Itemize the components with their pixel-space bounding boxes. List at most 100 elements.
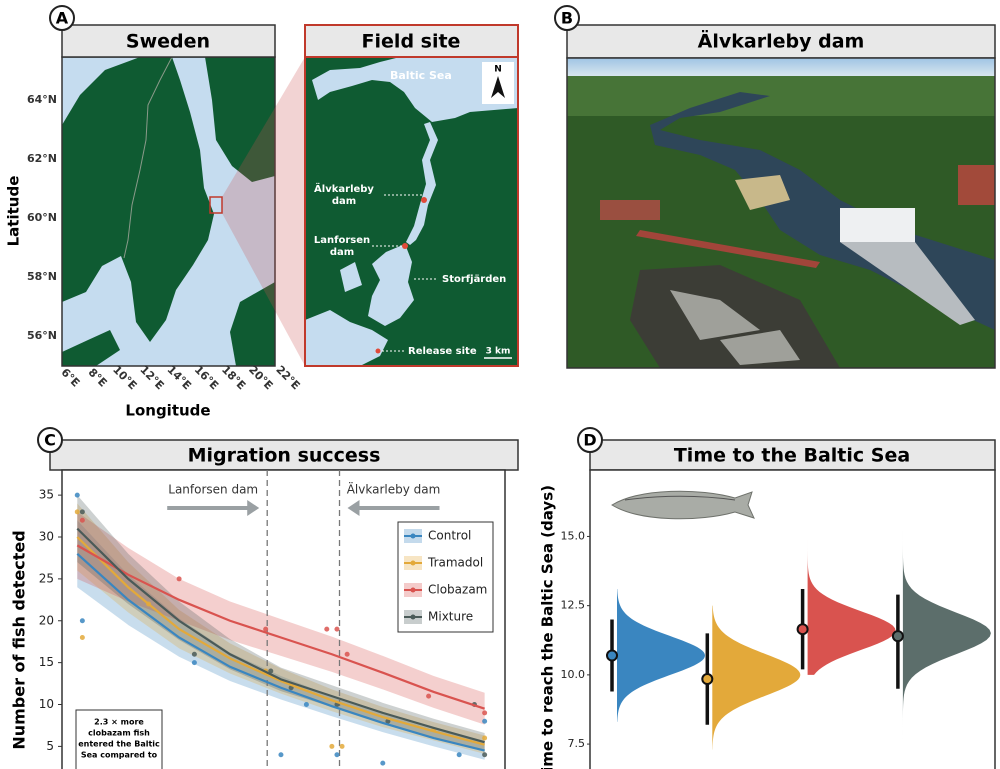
y-axis-label: Latitude bbox=[5, 176, 23, 247]
lat-tick-label: 64°N bbox=[27, 93, 57, 106]
data-point bbox=[191, 651, 197, 657]
sky bbox=[567, 58, 995, 76]
panel-title: Field site bbox=[362, 31, 461, 53]
y-tick-label: 10 bbox=[39, 697, 54, 711]
lon-tick-label: 6°E bbox=[58, 366, 82, 390]
panel-badge bbox=[577, 427, 603, 453]
sea-label: Baltic Sea bbox=[390, 69, 452, 82]
annotation: clobazam fish bbox=[88, 729, 150, 738]
lon-tick-label: 12°E bbox=[137, 363, 166, 392]
y-tick-label: 25 bbox=[39, 571, 54, 585]
panel-badge bbox=[37, 427, 63, 453]
lat-tick-label: 56°N bbox=[27, 329, 57, 342]
panel-label: D bbox=[583, 431, 596, 450]
legend-label: Control bbox=[428, 529, 471, 543]
data-point bbox=[303, 702, 309, 708]
arrow-head bbox=[347, 500, 360, 516]
lat-tick-label: 62°N bbox=[27, 152, 57, 165]
lon-tick-label: 20°E bbox=[246, 363, 275, 392]
fit-line bbox=[76, 544, 485, 710]
plot-area: 7.5 10.0 12.5 15.0 bbox=[561, 467, 991, 750]
panel-title: Sweden bbox=[126, 31, 210, 53]
violin bbox=[617, 589, 705, 722]
y-tick-label: 20 bbox=[39, 613, 54, 627]
fish-detail bbox=[624, 495, 736, 501]
sandbank bbox=[735, 175, 790, 210]
chart-title: Migration success bbox=[188, 445, 381, 467]
scandinavia bbox=[62, 57, 214, 342]
site-dot bbox=[421, 197, 427, 203]
lon-tick-label: 16°E bbox=[192, 363, 221, 392]
reference-label: Älvkarleby dam bbox=[347, 482, 441, 497]
data-point bbox=[385, 718, 391, 724]
finland bbox=[205, 57, 275, 182]
y-tick-label: 7.5 bbox=[568, 737, 586, 750]
y-axis-label: Time to reach the Baltic Sea (days) bbox=[539, 485, 557, 769]
coast-water bbox=[305, 262, 388, 366]
data-point bbox=[380, 760, 386, 766]
annotation-box bbox=[75, 709, 163, 769]
data-point bbox=[263, 626, 269, 632]
y-tick-label: 15 bbox=[39, 655, 54, 669]
confidence-band bbox=[77, 511, 485, 725]
violin bbox=[807, 467, 896, 675]
data-point bbox=[334, 752, 340, 758]
data-point bbox=[344, 651, 350, 657]
panel-badge bbox=[49, 5, 75, 31]
site-dot bbox=[402, 243, 408, 249]
scale-label: 3 km bbox=[486, 347, 511, 357]
y-tick-label: 15.0 bbox=[561, 529, 586, 542]
point-estimate bbox=[891, 630, 904, 643]
dam-label: dam bbox=[332, 196, 356, 207]
sea bbox=[312, 57, 518, 122]
y-tick-label: 12.5 bbox=[561, 599, 586, 612]
data-point bbox=[482, 710, 488, 716]
legend-dot bbox=[410, 614, 416, 620]
lon-tick-label: 8°E bbox=[86, 366, 110, 390]
point-estimate bbox=[701, 673, 714, 686]
data-point bbox=[79, 509, 85, 515]
data-point bbox=[74, 492, 80, 498]
annotation: 2.3 × more bbox=[94, 718, 144, 727]
confidence-band bbox=[77, 520, 485, 760]
data-point bbox=[334, 626, 340, 632]
data-point bbox=[324, 626, 330, 632]
dam-label: Lanforsen bbox=[314, 235, 370, 246]
site-dot bbox=[375, 348, 381, 354]
annotation: entered the Baltic bbox=[78, 740, 160, 749]
y-tick-label: 30 bbox=[39, 530, 54, 544]
legend-label: Clobazam bbox=[428, 583, 487, 597]
y-tick-label: 35 bbox=[39, 488, 54, 502]
legend-dot bbox=[410, 587, 416, 593]
violin bbox=[902, 475, 991, 750]
title-bar bbox=[304, 24, 519, 58]
dam-label: dam bbox=[330, 247, 354, 258]
border bbox=[123, 56, 173, 259]
building bbox=[958, 165, 995, 205]
lat-tick-label: 60°N bbox=[27, 211, 57, 224]
panel-badge bbox=[554, 5, 580, 31]
panel-d: 7.5 10.0 12.5 15.0 D Time to the Baltic Sea… bbox=[539, 427, 996, 769]
y-tick-label: 10.0 bbox=[561, 668, 586, 681]
fit-line bbox=[76, 527, 485, 744]
lon-tick-label: 10°E bbox=[110, 363, 139, 392]
dam-building bbox=[840, 208, 915, 242]
bay-label: Storfjärden bbox=[442, 274, 506, 285]
fit-line bbox=[76, 552, 485, 752]
reference-label: Lanforsen dam bbox=[168, 483, 258, 497]
dam-label: Älvkarleby bbox=[314, 181, 374, 195]
data-point bbox=[278, 752, 284, 758]
data-point bbox=[74, 509, 80, 515]
legend-label: Tramadol bbox=[427, 556, 483, 570]
panel-label: C bbox=[44, 431, 56, 450]
photo bbox=[567, 58, 995, 368]
chart-title: Time to the Baltic Sea bbox=[674, 445, 910, 467]
baltic-states bbox=[230, 282, 275, 366]
dam-wall bbox=[840, 242, 975, 325]
title-bar bbox=[49, 439, 519, 471]
plot-area: Lanforsen dam Älvkarleby dam Control Tramad… bbox=[74, 470, 494, 769]
denmark bbox=[62, 330, 120, 366]
point-estimate bbox=[796, 623, 809, 636]
x-axis-label: Longitude bbox=[125, 402, 210, 420]
